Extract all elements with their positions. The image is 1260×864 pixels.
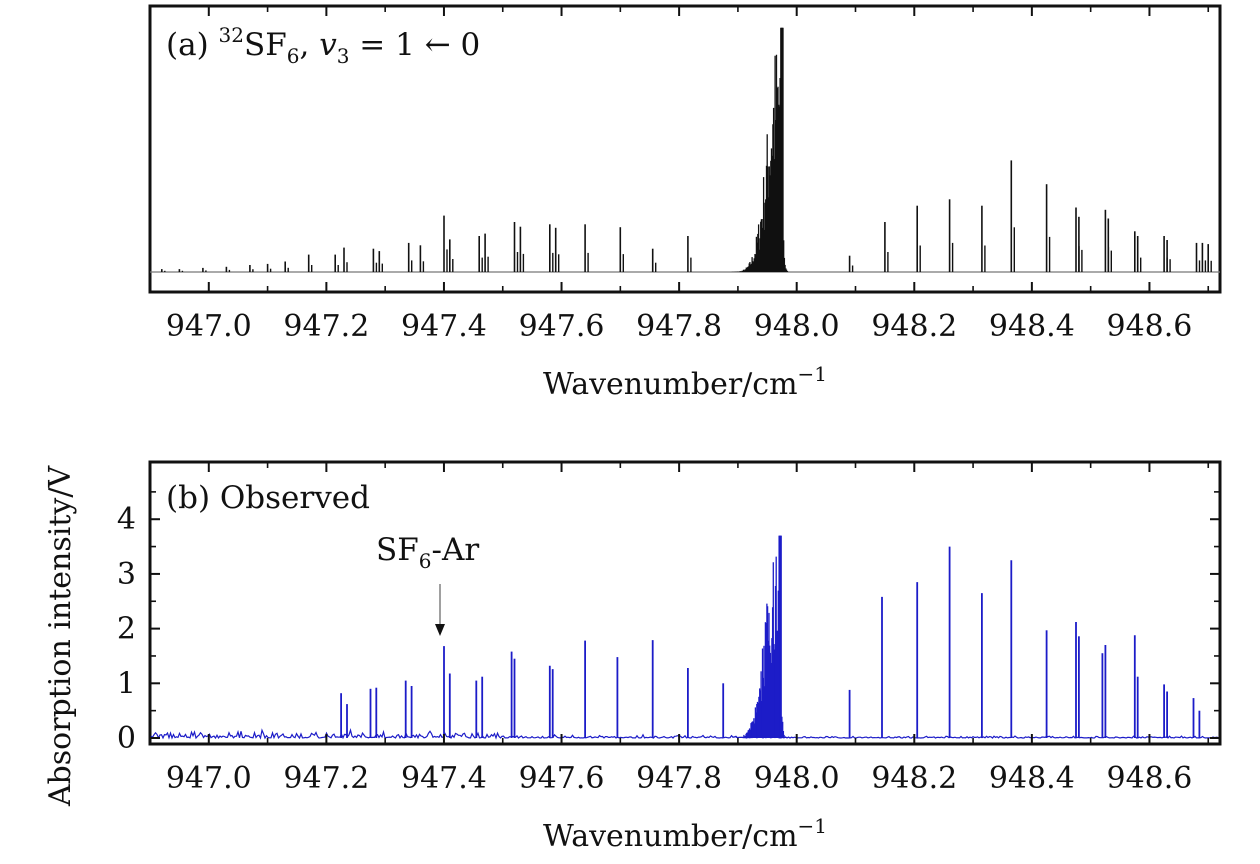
panel-b-label: (b) Observed xyxy=(166,480,370,516)
y-tick-label: 0 xyxy=(117,721,136,756)
panel-a-sep: , xyxy=(299,27,319,63)
panel-b-xlabel: Wavenumber/cm−1 xyxy=(543,814,827,854)
panel-a-mode: v xyxy=(319,27,337,63)
x-tick-label: 948.0 xyxy=(754,761,840,796)
y-tick-label: 3 xyxy=(117,557,136,592)
x-tick-label: 947.6 xyxy=(519,309,605,344)
x-tick-label: 948.6 xyxy=(1107,761,1193,796)
x-tick-label: 947.4 xyxy=(401,761,487,796)
panel-b-xlabel-sup: −1 xyxy=(798,814,827,838)
panel-a-transition: = 1 ← 0 xyxy=(349,27,480,63)
annotation-arrow-head xyxy=(435,624,445,636)
panel-a-letter: (a) xyxy=(166,27,219,63)
panel-b: 947.0 947.2 947.4 947.6 947.8 948.0 948.2 948.4… xyxy=(43,460,1222,854)
panel-a-mode-sub: 3 xyxy=(337,44,350,68)
x-tick-label: 947.2 xyxy=(283,309,369,344)
x-tick-label: 948.4 xyxy=(989,309,1075,344)
x-tick-label: 948.6 xyxy=(1107,309,1193,344)
x-tick-label: 947.2 xyxy=(283,761,369,796)
panel-a-species: SF xyxy=(244,27,287,63)
panel-a-species-sub: 6 xyxy=(287,44,300,68)
annotation-species: SF xyxy=(376,532,419,568)
panel-b-frame xyxy=(148,460,1222,746)
x-tick-label: 947.8 xyxy=(636,309,722,344)
y-tick-label: 2 xyxy=(117,612,136,647)
panel-a-xlabel: Wavenumber/cm−1 xyxy=(543,362,827,402)
panel-b-yticks: 0 1 2 3 4 xyxy=(117,491,1220,756)
x-tick-label: 947.0 xyxy=(166,761,252,796)
y-tick-label: 1 xyxy=(117,666,136,701)
annotation-suffix: -Ar xyxy=(431,532,479,568)
y-axis-label: Absorption intensity/V xyxy=(43,465,78,808)
sf6-ar-annotation: SF6-Ar xyxy=(376,532,479,573)
panel-a-xlabel-text: Wavenumber/cm xyxy=(543,367,798,402)
panel-a-frame xyxy=(148,4,1222,294)
panel-b-xlabel-text: Wavenumber/cm xyxy=(543,819,798,854)
panel-b-xticks: 947.0 947.2 947.4 947.6 947.8 948.0 948.2 948.4… xyxy=(166,462,1210,796)
x-tick-label: 948.0 xyxy=(754,309,840,344)
x-tick-label: 948.4 xyxy=(989,761,1075,796)
x-tick-label: 947.0 xyxy=(166,309,252,344)
panel-a-label: (a) 32SF6, v3 = 1 ← 0 xyxy=(166,23,480,68)
q-branch xyxy=(731,535,787,738)
x-tick-label: 947.8 xyxy=(636,761,722,796)
x-tick-label: 948.2 xyxy=(871,761,957,796)
x-tick-label: 948.2 xyxy=(871,309,957,344)
panel-a: 947.0 947.2 947.4 947.6 947.8 948.0 948.2 948.4… xyxy=(148,4,1222,402)
panel-b-trace xyxy=(150,535,1218,740)
x-tick-label: 947.4 xyxy=(401,309,487,344)
panel-a-xlabel-sup: −1 xyxy=(798,362,827,386)
annotation-species-sub: 6 xyxy=(419,549,432,573)
panel-a-iso-sup: 32 xyxy=(219,23,244,47)
panel-a-trace xyxy=(150,27,1220,273)
x-tick-label: 947.6 xyxy=(519,761,605,796)
q-branch xyxy=(731,27,790,272)
panel-a-xticks: 947.0 947.2 947.4 947.6 947.8 948.0 948.2 948.4… xyxy=(166,6,1210,344)
noise-trace xyxy=(150,728,1218,740)
y-tick-label: 4 xyxy=(117,502,136,537)
